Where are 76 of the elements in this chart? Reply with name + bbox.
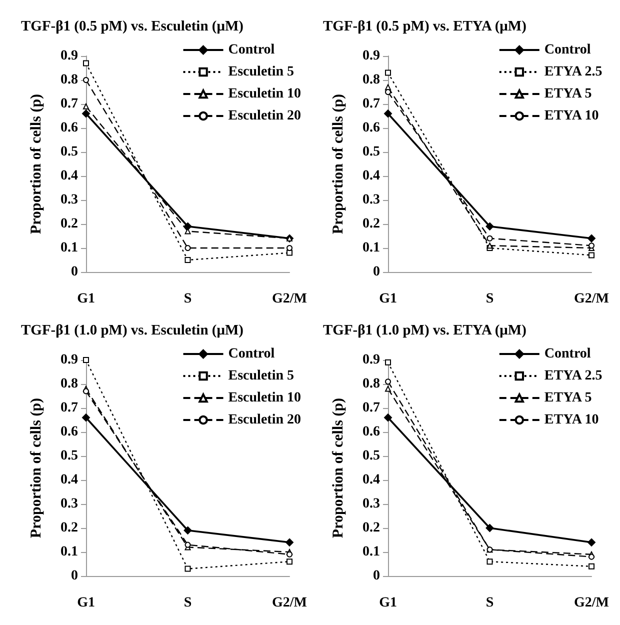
legend-label: Esculetin 10 <box>228 390 302 406</box>
y-tick-label: 0.4 <box>60 168 78 184</box>
x-tick-label: S <box>486 596 494 610</box>
y-tick-label: 0.7 <box>362 400 380 416</box>
y-tick-label: 0.4 <box>362 472 380 488</box>
y-tick-label: 0.2 <box>60 216 78 232</box>
legend-label: Esculetin 10 <box>228 86 302 102</box>
x-tick-label: S <box>184 596 192 610</box>
y-tick-label: 0.1 <box>362 240 380 256</box>
x-tick-label: G2/M <box>574 292 610 306</box>
x-tick-label: G2/M <box>272 596 308 610</box>
legend-label: ETYA 10 <box>544 108 599 124</box>
chart-title: TGF-β1 (0.5 pM) vs. Esculetin (μM) <box>21 18 244 34</box>
y-tick-label: 0.6 <box>60 120 78 136</box>
legend-label: Control <box>228 42 275 58</box>
chart-title: TGF-β1 (1.0 pM) vs. Esculetin (μM) <box>21 322 244 338</box>
legend-label: Esculetin 20 <box>228 412 302 428</box>
y-axis-title: Proportion of cells (p) <box>330 398 346 538</box>
y-tick-label: 0 <box>373 568 380 584</box>
y-tick-label: 0.2 <box>362 520 380 536</box>
y-tick-label: 0.5 <box>60 448 78 464</box>
y-tick-label: 0.4 <box>60 472 78 488</box>
y-tick-label: 0 <box>71 568 78 584</box>
legend-label: Esculetin 5 <box>228 64 294 80</box>
y-tick-label: 0.3 <box>362 496 380 512</box>
legend-label: ETYA 5 <box>544 86 592 102</box>
y-tick-label: 0.3 <box>60 496 78 512</box>
y-tick-label: 0.9 <box>60 352 78 368</box>
x-tick-label: G2/M <box>574 596 610 610</box>
y-tick-label: 0.8 <box>362 72 380 88</box>
y-tick-label: 0.1 <box>60 240 78 256</box>
x-tick-label: G2/M <box>272 292 308 306</box>
y-tick-label: 0 <box>71 264 78 280</box>
y-tick-label: 0.5 <box>362 144 380 160</box>
y-tick-label: 0.8 <box>60 72 78 88</box>
y-tick-label: 0.3 <box>362 192 380 208</box>
y-tick-label: 0.7 <box>60 400 78 416</box>
y-tick-label: 0.9 <box>362 48 380 64</box>
legend-label: Control <box>228 346 275 362</box>
y-tick-label: 0.9 <box>60 48 78 64</box>
legend-label: ETYA 10 <box>544 412 599 428</box>
y-tick-label: 0.4 <box>362 168 380 184</box>
y-axis-title: Proportion of cells (p) <box>28 94 44 234</box>
y-tick-label: 0.2 <box>362 216 380 232</box>
y-tick-label: 0.5 <box>60 144 78 160</box>
y-tick-label: 0.3 <box>60 192 78 208</box>
legend-label: Esculetin 20 <box>228 108 302 124</box>
y-tick-label: 0.7 <box>362 96 380 112</box>
y-tick-label: 0.6 <box>362 424 380 440</box>
y-tick-label: 0.9 <box>362 352 380 368</box>
legend-label: Esculetin 5 <box>228 368 294 384</box>
y-tick-label: 0 <box>373 264 380 280</box>
x-tick-label: S <box>184 292 192 306</box>
y-tick-label: 0.5 <box>362 448 380 464</box>
y-tick-label: 0.6 <box>60 424 78 440</box>
y-tick-label: 0.1 <box>362 544 380 560</box>
legend-label: Control <box>544 346 591 362</box>
legend-label: ETYA 5 <box>544 390 592 406</box>
chart-title: TGF-β1 (0.5 pM) vs. ETYA (μM) <box>323 18 527 34</box>
legend-label: ETYA 2.5 <box>544 64 602 80</box>
y-tick-label: 0.7 <box>60 96 78 112</box>
legend-label: ETYA 2.5 <box>544 368 602 384</box>
y-tick-label: 0.2 <box>60 520 78 536</box>
y-axis-title: Proportion of cells (p) <box>330 94 346 234</box>
y-tick-label: 0.8 <box>60 376 78 392</box>
x-tick-label: G1 <box>77 596 95 610</box>
x-tick-label: G1 <box>379 292 397 306</box>
legend-label: Control <box>544 42 591 58</box>
y-axis-title: Proportion of cells (p) <box>28 398 44 538</box>
y-tick-label: 0.6 <box>362 120 380 136</box>
chart-title: TGF-β1 (1.0 pM) vs. ETYA (μM) <box>323 322 527 338</box>
y-tick-label: 0.8 <box>362 376 380 392</box>
y-tick-label: 0.1 <box>60 544 78 560</box>
x-tick-label: S <box>486 292 494 306</box>
x-tick-label: G1 <box>379 596 397 610</box>
x-tick-label: G1 <box>77 292 95 306</box>
